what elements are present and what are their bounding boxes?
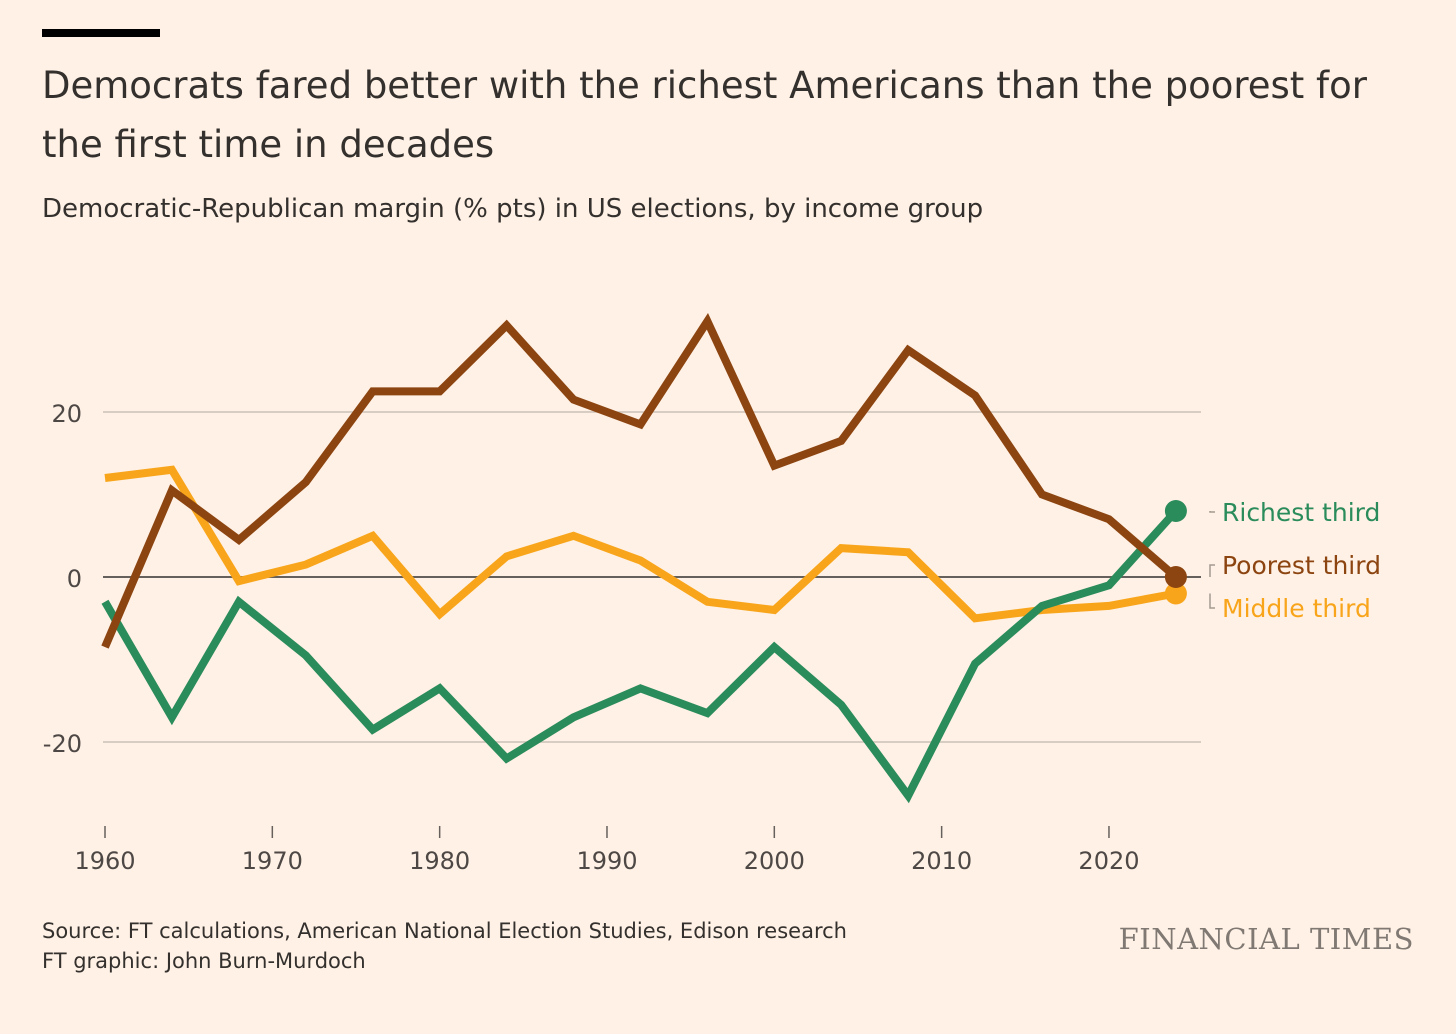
brand-logo: FINANCIAL TIMES	[1118, 922, 1414, 956]
x-tick-label: 1980	[409, 847, 470, 875]
x-tick-label: 1970	[242, 847, 303, 875]
end-dot-richest-third	[1164, 500, 1187, 522]
graphic-credit: FT graphic: John Burn-Murdoch	[42, 949, 366, 973]
chart-subtitle: Democratic-Republican margin (% pts) in …	[42, 194, 984, 224]
series-line-richest-third	[101, 508, 1179, 804]
y-tick-label: 0	[67, 565, 82, 593]
footer: Source: FT calculations, American Nation…	[42, 916, 847, 976]
x-tick-label: 1990	[576, 847, 637, 875]
series-label-poorest-third: Poorest third	[1222, 551, 1381, 580]
end-dot-middle-third	[1164, 582, 1187, 605]
series-label-richest-third: Richest third	[1222, 498, 1380, 527]
y-tick-label: 20	[51, 400, 82, 428]
line-chart: -20 0 20 1960 1970 1980 1990 2000 2010 2020 Riches…	[43, 313, 1381, 875]
leader-richest-third	[1209, 511, 1215, 513]
x-tick-label: 2000	[744, 847, 805, 875]
leader-middle-third	[1209, 593, 1215, 609]
leader-poorest-third	[1209, 564, 1215, 577]
x-tick-label: 1960	[74, 847, 135, 875]
series-line-middle-third	[104, 465, 1177, 623]
series-line-poorest-third	[101, 313, 1179, 649]
x-tick-label: 2020	[1078, 847, 1139, 875]
end-dot-poorest-third	[1164, 566, 1187, 588]
header-bar	[42, 29, 160, 37]
x-tick-label: 2010	[911, 847, 972, 875]
chart-title: Democrats fared better with the richest …	[42, 64, 1367, 166]
series-label-middle-third: Middle third	[1222, 594, 1371, 623]
y-tick-label: -20	[43, 730, 82, 758]
source-note: Source: FT calculations, American Nation…	[42, 919, 847, 943]
